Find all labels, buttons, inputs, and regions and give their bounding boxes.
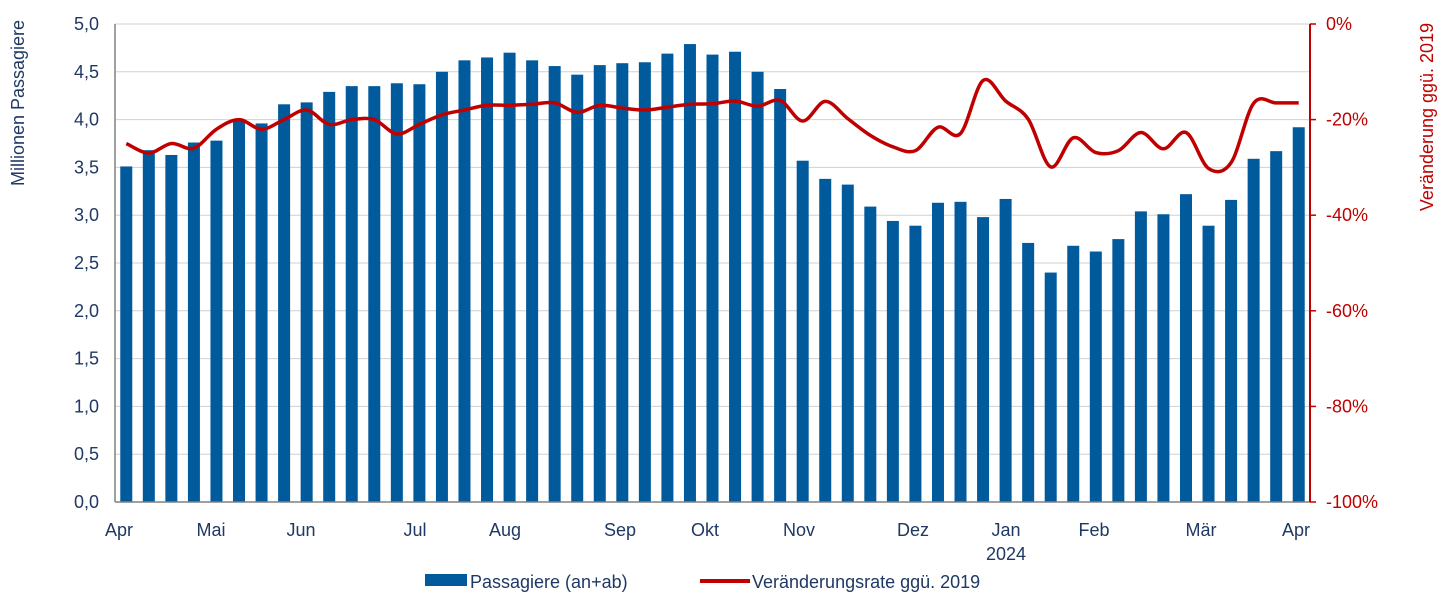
x-tick-label: Jul bbox=[403, 520, 426, 540]
right-tick-label: -80% bbox=[1326, 396, 1368, 416]
right-tick-label: 0% bbox=[1326, 14, 1352, 34]
right-axis-title: Veränderung ggü. 2019 bbox=[1417, 23, 1437, 211]
bar bbox=[1157, 214, 1170, 502]
bar bbox=[909, 225, 922, 502]
line-series bbox=[125, 77, 1299, 174]
bar bbox=[683, 44, 696, 503]
bar bbox=[187, 142, 200, 502]
legend-bar-label: Passagiere (an+ab) bbox=[470, 572, 628, 592]
x-tick-label: Okt bbox=[691, 520, 719, 540]
bar bbox=[1247, 158, 1260, 502]
left-axis-title: Millionen Passagiere bbox=[8, 20, 28, 186]
bar bbox=[481, 57, 494, 503]
bar-series bbox=[120, 44, 1305, 503]
x-tick-label: Mär bbox=[1186, 520, 1217, 540]
bar bbox=[1112, 239, 1125, 502]
bar bbox=[255, 123, 268, 502]
bar bbox=[323, 91, 336, 502]
bar bbox=[1202, 225, 1215, 502]
bar bbox=[954, 201, 967, 503]
legend-line-label: Veränderungsrate ggü. 2019 bbox=[752, 572, 980, 592]
x-tick-label: Jan bbox=[991, 520, 1020, 540]
bar bbox=[142, 150, 155, 502]
right-tick-label: -60% bbox=[1326, 301, 1368, 321]
change-rate-line bbox=[125, 77, 1299, 174]
bar bbox=[1022, 242, 1035, 502]
bar bbox=[1270, 151, 1283, 502]
right-axis-ticks: -100% -80% -60% -40% -20% 0% bbox=[1310, 14, 1378, 512]
bar bbox=[120, 166, 133, 502]
left-tick-label: 0,0 bbox=[74, 492, 99, 512]
x-year-label: 2024 bbox=[986, 544, 1026, 564]
bar bbox=[864, 206, 877, 502]
left-axis-ticks: 0,0 0,5 1,0 1,5 2,0 2,5 3,0 3,5 4,0 4,5 5,0 bbox=[74, 14, 99, 512]
bar bbox=[210, 140, 223, 502]
bar bbox=[1134, 211, 1147, 502]
x-tick-label: Dez bbox=[897, 520, 929, 540]
bar bbox=[1089, 251, 1102, 502]
bar bbox=[819, 178, 832, 502]
bar bbox=[1292, 127, 1305, 503]
right-tick-label: -20% bbox=[1326, 110, 1368, 130]
left-tick-label: 2,5 bbox=[74, 253, 99, 273]
x-tick-label: Sep bbox=[604, 520, 636, 540]
left-tick-label: 3,5 bbox=[74, 157, 99, 177]
bar bbox=[435, 71, 448, 503]
bar bbox=[706, 54, 719, 502]
bar bbox=[886, 220, 899, 502]
bar bbox=[548, 66, 561, 503]
bar bbox=[931, 202, 944, 502]
bar bbox=[751, 71, 764, 503]
right-tick-label: -100% bbox=[1326, 492, 1378, 512]
bar bbox=[1067, 245, 1080, 503]
left-tick-label: 3,0 bbox=[74, 205, 99, 225]
bar bbox=[616, 63, 629, 503]
axes bbox=[114, 24, 1311, 503]
bar bbox=[796, 160, 809, 502]
bar bbox=[368, 86, 381, 502]
left-tick-label: 1,0 bbox=[74, 396, 99, 416]
legend: Passagiere (an+ab) Veränderungsrate ggü.… bbox=[425, 572, 980, 592]
bar bbox=[1179, 194, 1192, 502]
bar bbox=[999, 198, 1012, 502]
bar bbox=[729, 51, 742, 502]
bar bbox=[1225, 199, 1238, 503]
x-tick-label: Apr bbox=[1282, 520, 1310, 540]
x-tick-label: Apr bbox=[105, 520, 133, 540]
bar bbox=[390, 83, 403, 502]
bar bbox=[233, 120, 246, 502]
bar bbox=[593, 65, 606, 502]
x-tick-label: Aug bbox=[489, 520, 521, 540]
bar bbox=[774, 89, 787, 503]
left-tick-label: 0,5 bbox=[74, 444, 99, 464]
bar bbox=[278, 104, 291, 502]
bar bbox=[661, 53, 674, 503]
x-tick-label: Jun bbox=[286, 520, 315, 540]
bar bbox=[413, 84, 426, 502]
bar bbox=[503, 52, 516, 503]
bar bbox=[165, 154, 178, 503]
x-axis-ticks: Apr Mai Jun Jul Aug Sep Okt Nov Dez Jan Feb Mär Apr 2… bbox=[105, 520, 1310, 564]
right-tick-label: -40% bbox=[1326, 205, 1368, 225]
bar bbox=[571, 74, 584, 502]
x-tick-label: Mai bbox=[196, 520, 225, 540]
bar bbox=[345, 86, 358, 502]
bar bbox=[458, 60, 471, 502]
left-tick-label: 1,5 bbox=[74, 349, 99, 369]
x-tick-label: Feb bbox=[1078, 520, 1109, 540]
bar bbox=[526, 60, 539, 502]
left-tick-label: 4,0 bbox=[74, 110, 99, 130]
legend-bar-swatch bbox=[425, 574, 467, 586]
left-tick-label: 5,0 bbox=[74, 14, 99, 34]
bar bbox=[841, 184, 854, 502]
left-tick-label: 2,0 bbox=[74, 301, 99, 321]
bar bbox=[1044, 272, 1057, 502]
bar bbox=[977, 217, 990, 502]
left-tick-label: 4,5 bbox=[74, 62, 99, 82]
x-tick-label: Nov bbox=[783, 520, 815, 540]
bar bbox=[300, 102, 313, 502]
bar bbox=[638, 62, 651, 503]
